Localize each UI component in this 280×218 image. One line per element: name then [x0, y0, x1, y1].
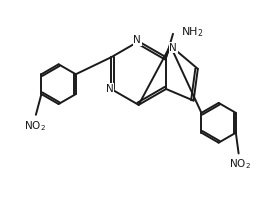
Text: N: N: [169, 43, 177, 53]
Text: NO$_2$: NO$_2$: [24, 119, 45, 133]
Text: N: N: [106, 84, 114, 94]
Text: N: N: [133, 35, 141, 45]
Text: NH$_2$: NH$_2$: [181, 26, 204, 39]
Text: NO$_2$: NO$_2$: [229, 158, 251, 171]
